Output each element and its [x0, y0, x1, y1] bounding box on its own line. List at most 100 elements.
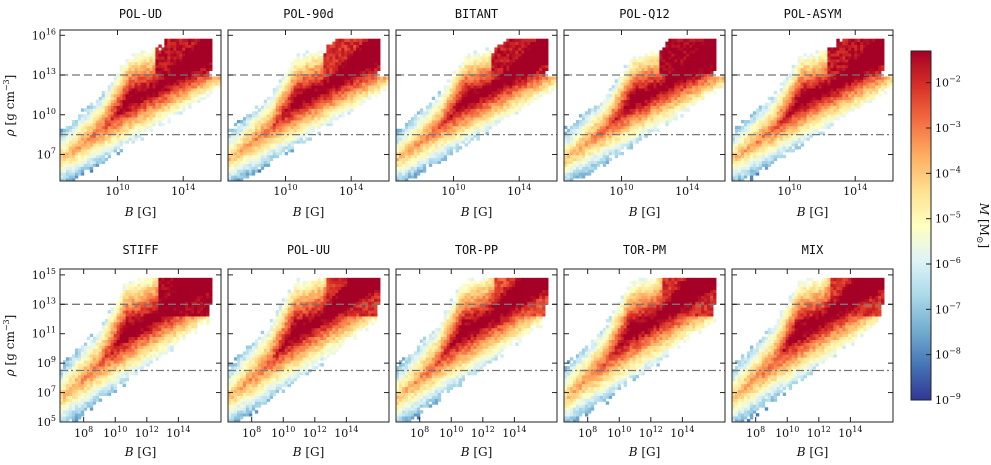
heatmap-cell [536, 93, 540, 98]
heatmap-cell [161, 47, 165, 51]
heatmap-cell [476, 88, 480, 92]
heatmap-cell [257, 108, 262, 112]
heatmap-cell [176, 82, 180, 86]
heatmap-cell [638, 88, 642, 92]
heatmap-cell [533, 85, 537, 89]
heatmap-cell [371, 85, 375, 89]
heatmap-cell [233, 175, 238, 179]
heatmap-cell [638, 79, 642, 83]
heatmap-cell [332, 90, 336, 95]
heatmap-cell [443, 88, 448, 92]
heatmap-cell [89, 143, 94, 147]
heatmap-cell [485, 61, 489, 66]
heatmap-cell [89, 105, 94, 109]
heatmap-cell [638, 99, 642, 103]
heatmap-cell [425, 157, 430, 162]
heatmap-cell [296, 56, 300, 60]
heatmap-cell [620, 102, 625, 106]
heatmap-cell [68, 157, 73, 162]
heatmap-cell [662, 111, 666, 115]
heatmap-cell [269, 122, 274, 127]
heatmap-cell [566, 134, 571, 138]
heatmap-cell [83, 120, 88, 124]
heatmap-cell [344, 70, 348, 74]
heatmap-cell [326, 108, 330, 112]
heatmap-cell [263, 114, 268, 118]
heatmap-cell [119, 88, 124, 92]
heatmap-cell [194, 90, 198, 95]
heatmap-cell [521, 59, 525, 63]
heatmap-cell [206, 59, 210, 63]
heatmap-cell [650, 76, 654, 80]
heatmap-cell [527, 82, 531, 86]
heatmap-cell [701, 76, 705, 80]
heatmap-cell [455, 122, 460, 127]
heatmap-cell [620, 134, 625, 138]
heatmap-cell [458, 70, 462, 74]
heatmap-cell [440, 120, 445, 124]
heatmap-cell [152, 50, 156, 54]
heatmap-cell [515, 50, 519, 54]
heatmap-cell [338, 59, 342, 63]
heatmap-cell [371, 70, 375, 74]
heatmap-cell [404, 137, 409, 141]
heatmap-cell [269, 117, 274, 121]
heatmap-cell [332, 64, 336, 69]
heatmap-cell [581, 169, 586, 173]
heatmap-cell [266, 157, 271, 162]
heatmap-cell [539, 79, 543, 83]
heatmap-cell [491, 61, 495, 66]
heatmap-cell [68, 178, 73, 182]
heatmap-cell [512, 41, 516, 45]
heatmap-cell [302, 120, 306, 124]
heatmap-cell [683, 53, 687, 57]
heatmap-cell [233, 149, 238, 153]
heatmap-cell [275, 108, 280, 112]
heatmap-cell [167, 99, 171, 103]
heatmap-cell [152, 67, 156, 72]
heatmap-cell [107, 140, 112, 144]
heatmap-cell [464, 56, 468, 60]
heatmap-cell [422, 140, 427, 144]
heatmap-cell [683, 76, 687, 80]
heatmap-cell [275, 90, 280, 95]
heatmap-cell [542, 88, 546, 92]
heatmap-cell [464, 76, 468, 80]
heatmap-cell [110, 90, 115, 95]
heatmap-cell [467, 61, 471, 66]
heatmap-cell [518, 108, 522, 112]
heatmap-cell [446, 149, 451, 153]
heatmap-cell [614, 140, 619, 144]
heatmap-cell [404, 157, 409, 162]
heatmap-cell [239, 125, 244, 130]
heatmap-cells [396, 38, 558, 182]
heatmap-cell [284, 85, 289, 89]
heatmap-cell [485, 85, 489, 89]
heatmap-cell [236, 151, 241, 156]
heatmap-cell [305, 56, 309, 60]
heatmap-cell [599, 137, 604, 141]
heatmap-cell [68, 140, 73, 144]
heatmap-cell [461, 131, 465, 135]
heatmap-cell [320, 105, 324, 109]
heatmap-cell [335, 59, 339, 63]
heatmap-cell [86, 114, 91, 118]
heatmap-cell [200, 76, 204, 80]
heatmap-cell [161, 53, 165, 57]
heatmap-cell [104, 117, 109, 121]
heatmap-cell [539, 76, 543, 80]
heatmap-cell [494, 79, 498, 83]
heatmap-cell [158, 114, 162, 118]
heatmap-cell [371, 61, 375, 66]
heatmap-cell [173, 76, 177, 80]
heatmap-cell [344, 44, 348, 48]
heatmap-cell [656, 76, 660, 80]
heatmap-cell [80, 149, 85, 153]
heatmap-cell [476, 82, 480, 86]
heatmap-cell [323, 70, 327, 74]
heatmap-cell [284, 120, 289, 124]
heatmap-cell [479, 70, 483, 74]
heatmap-cell [566, 137, 571, 141]
heatmap-cell [251, 140, 256, 144]
heatmap-cell [590, 160, 595, 164]
